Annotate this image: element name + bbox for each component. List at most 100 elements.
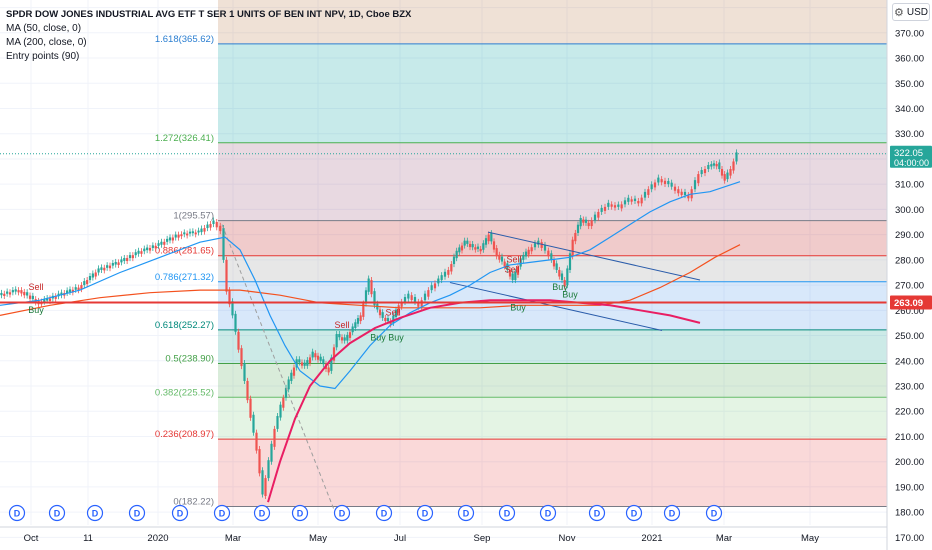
dividend-marker-label: D	[14, 509, 21, 519]
candle-body	[482, 243, 485, 250]
price-tick-label: 340.00	[895, 104, 924, 115]
candle-body	[143, 248, 146, 252]
candle-body	[530, 247, 533, 252]
candle-body	[593, 214, 597, 221]
candle-body	[362, 303, 365, 317]
candle-body	[498, 254, 501, 260]
candle-body	[440, 275, 443, 281]
fib-level-label: 0.236(208.97)	[155, 429, 214, 440]
symbol-title[interactable]: SPDR DOW JONES INDUSTRIAL AVG ETF T SER …	[6, 9, 412, 20]
dividend-marker-label: D	[422, 509, 429, 519]
entry-points-legend[interactable]: Entry points (90)	[6, 51, 80, 62]
candle-body	[384, 317, 387, 322]
price-tick-label: 290.00	[895, 230, 924, 241]
candle-body	[660, 179, 663, 183]
price-tick-label: 350.00	[895, 79, 924, 90]
candle-body	[566, 268, 569, 286]
time-tick-label: Mar	[225, 533, 241, 544]
candle-body	[495, 248, 498, 257]
price-tick-label: 210.00	[895, 432, 924, 443]
candle-body	[94, 272, 97, 277]
candle-body	[46, 297, 49, 301]
candle-body	[503, 261, 506, 267]
candle-body	[343, 337, 346, 341]
candle-body	[177, 234, 180, 238]
candle-body	[452, 256, 456, 265]
candle-body	[623, 200, 627, 205]
dividend-marker	[86, 504, 104, 522]
candle-body	[707, 165, 710, 170]
candle-body	[300, 362, 304, 366]
candle-body	[209, 224, 212, 228]
candle-body	[533, 243, 537, 248]
last-price-tag	[890, 145, 932, 168]
ma200-legend[interactable]: MA (200, close, 0)	[6, 37, 87, 48]
candle-body	[188, 231, 192, 234]
candle-body	[261, 470, 264, 495]
time-axis[interactable]: Oct 11 2020 Mar May Jul Sep Nov 2021 Mar May	[0, 526, 887, 544]
currency-button[interactable]: ⚙ USD	[892, 3, 930, 21]
candle-body	[458, 247, 461, 253]
support-price-tag	[890, 295, 932, 310]
dividend-marker	[213, 504, 231, 522]
buy-signal-label: Buy	[28, 305, 44, 315]
candle-body	[710, 164, 713, 167]
candle-body	[191, 231, 194, 234]
dividend-marker-label: D	[339, 509, 346, 519]
dividend-marker-label: D	[669, 509, 676, 519]
candle-body	[306, 360, 309, 366]
dividend-marker	[128, 504, 146, 522]
dividend-marker-label: D	[594, 509, 601, 519]
candle-body	[225, 259, 228, 292]
dividend-marker	[375, 504, 393, 522]
dividend-marker	[588, 504, 606, 522]
dividend-marker-label: D	[54, 509, 61, 519]
candle-body	[6, 291, 9, 294]
candle-body	[550, 253, 553, 260]
candle-body	[537, 240, 540, 245]
candle-body	[673, 186, 677, 191]
candle-body	[597, 211, 600, 218]
candle-body	[514, 271, 517, 281]
regression-curve	[267, 299, 701, 503]
candle-body	[574, 232, 577, 242]
price-tick-label: 260.00	[895, 306, 924, 317]
ma50-legend[interactable]: MA (50, close, 0)	[6, 23, 82, 34]
candle-body	[123, 257, 126, 261]
candle-body	[579, 217, 582, 227]
candle-body	[80, 285, 83, 290]
last-price-countdown: 04:00:00	[894, 158, 929, 168]
candle-body	[77, 287, 80, 291]
candle-body	[603, 206, 607, 211]
candle-body	[620, 204, 623, 209]
fib-band	[218, 142, 887, 221]
candle-body	[237, 331, 240, 350]
candle-body	[157, 243, 160, 246]
candle-body	[555, 263, 558, 270]
candle-body	[450, 264, 453, 272]
candle-body	[348, 332, 352, 338]
candle-body	[103, 267, 106, 271]
candle-body	[203, 228, 206, 232]
candle-body	[680, 191, 683, 195]
candle-body	[234, 313, 237, 332]
candle-body	[413, 297, 417, 302]
dividend-marker	[457, 504, 475, 522]
price-tick-label: 180.00	[895, 508, 924, 519]
candle-body	[400, 301, 403, 307]
candle-body	[43, 299, 46, 302]
price-axis[interactable]: 170.00 180.00 190.00 200.00 210.00 220.00 230.…	[890, 3, 932, 544]
price-tick-label: 280.00	[895, 255, 924, 266]
candle-body	[670, 182, 673, 187]
candle-body	[240, 348, 243, 367]
candle-body	[647, 189, 650, 195]
fibonacci-retracement[interactable]: 1.618(365.62) 1.272(326.41) 1(295.57) 0.886…	[155, 0, 887, 508]
candle-body	[131, 255, 134, 259]
dividend-marker-label: D	[219, 509, 226, 519]
candle-body	[610, 204, 613, 207]
candle-body	[389, 321, 392, 325]
candle-body	[571, 239, 574, 257]
candle-body	[180, 234, 183, 237]
